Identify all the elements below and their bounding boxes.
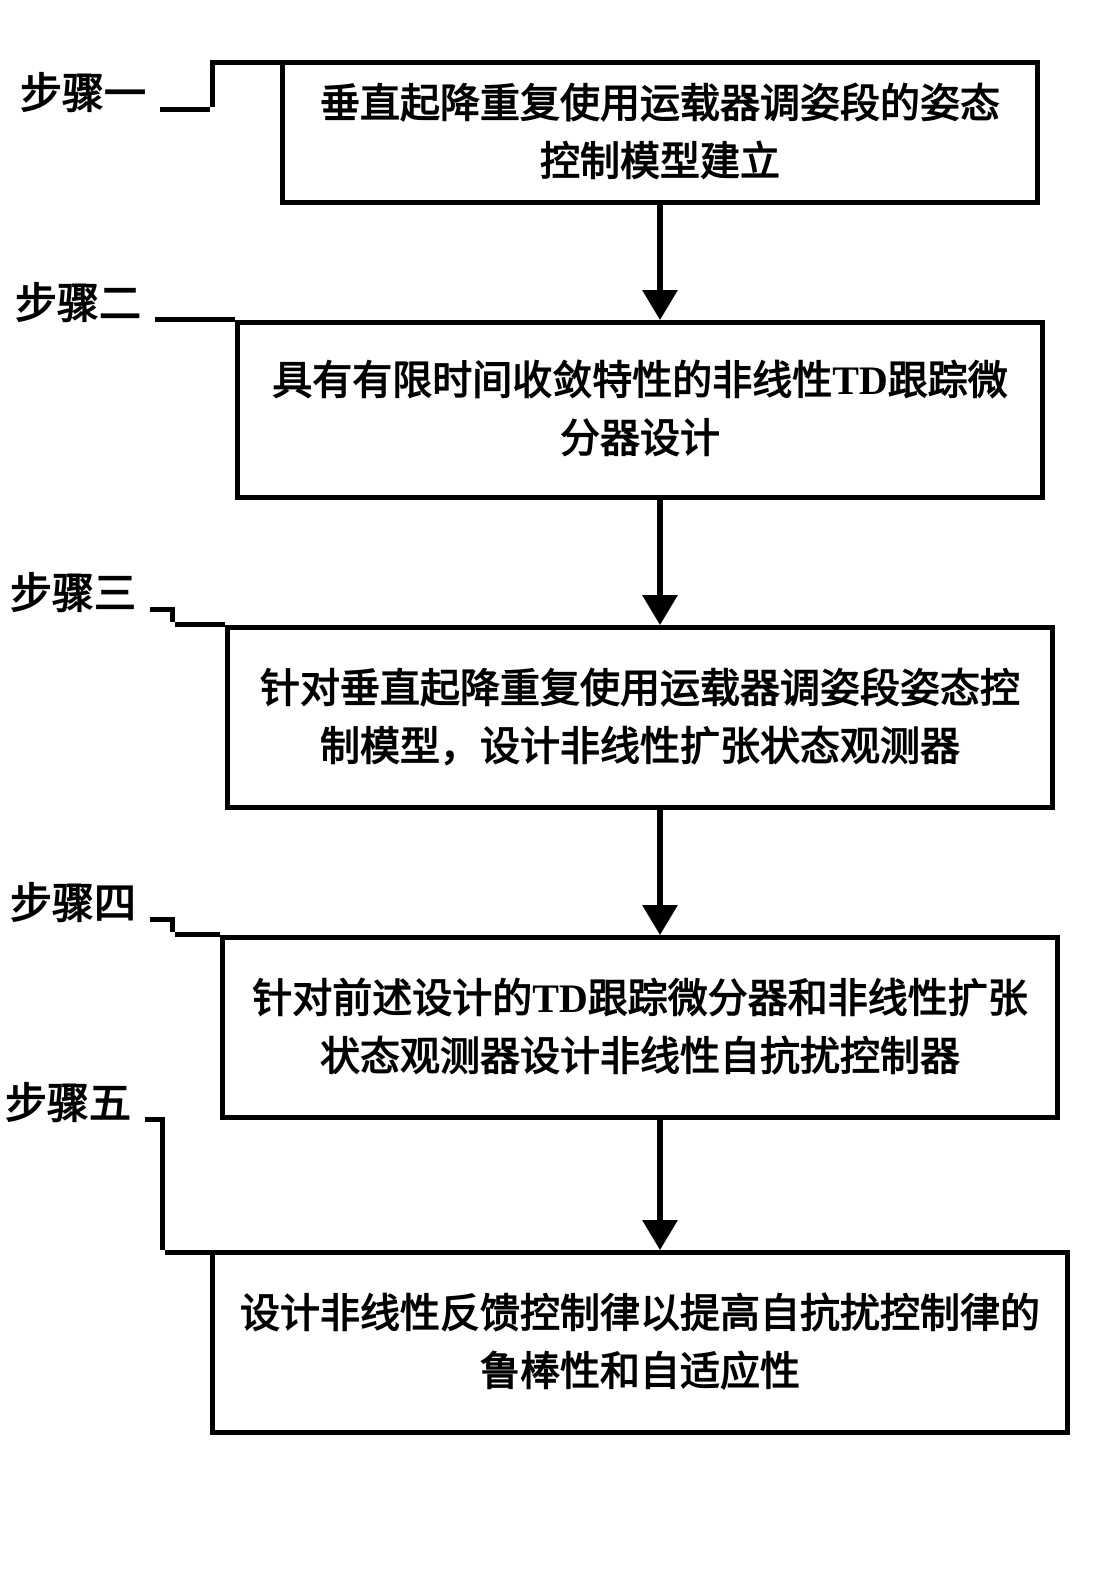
callout-seg2-3 bbox=[175, 622, 225, 627]
step-text-5: 设计非线性反馈控制律以提高自抗扰控制律的鲁棒性和自适应性 bbox=[235, 1285, 1045, 1401]
arrow-head-3 bbox=[642, 905, 678, 935]
callout-seg2-1 bbox=[210, 60, 280, 65]
step-text-3: 针对垂直起降重复使用运载器调姿段姿态控制模型，设计非线性扩张状态观测器 bbox=[250, 660, 1030, 776]
callout-seg1-1 bbox=[160, 107, 210, 112]
callout-diag-4 bbox=[170, 917, 175, 932]
step-box-5: 设计非线性反馈控制律以提高自抗扰控制律的鲁棒性和自适应性 bbox=[210, 1250, 1070, 1435]
callout-diag-1 bbox=[210, 60, 215, 107]
step-text-1: 垂直起降重复使用运载器调姿段的姿态控制模型建立 bbox=[305, 75, 1015, 191]
step-text-4: 针对前述设计的TD跟踪微分器和非线性扩张状态观测器设计非线性自抗扰控制器 bbox=[245, 970, 1035, 1086]
step-label-3: 步骤三 bbox=[10, 560, 136, 621]
callout-seg2-5 bbox=[165, 1250, 210, 1255]
arrow-shaft-1 bbox=[657, 205, 663, 290]
step-label-5: 步骤五 bbox=[5, 1070, 131, 1131]
step-box-4: 针对前述设计的TD跟踪微分器和非线性扩张状态观测器设计非线性自抗扰控制器 bbox=[220, 935, 1060, 1120]
step-label-2: 步骤二 bbox=[15, 270, 141, 331]
callout-diag-5 bbox=[160, 1117, 165, 1250]
callout-seg2-4 bbox=[175, 932, 220, 937]
step-box-2: 具有有限时间收敛特性的非线性TD跟踪微分器设计 bbox=[235, 320, 1045, 500]
step-label-4: 步骤四 bbox=[10, 870, 136, 931]
arrow-shaft-3 bbox=[657, 810, 663, 905]
arrow-head-1 bbox=[642, 290, 678, 320]
callout-seg2-2 bbox=[185, 317, 235, 322]
step-text-2: 具有有限时间收敛特性的非线性TD跟踪微分器设计 bbox=[260, 352, 1020, 468]
callout-diag-3 bbox=[170, 607, 175, 622]
arrow-shaft-4 bbox=[657, 1120, 663, 1220]
step-label-1: 步骤一 bbox=[20, 60, 146, 121]
arrow-head-2 bbox=[642, 595, 678, 625]
callout-seg1-2 bbox=[155, 317, 185, 322]
step-box-1: 垂直起降重复使用运载器调姿段的姿态控制模型建立 bbox=[280, 60, 1040, 205]
arrow-head-4 bbox=[642, 1220, 678, 1250]
arrow-shaft-2 bbox=[657, 500, 663, 595]
step-box-3: 针对垂直起降重复使用运载器调姿段姿态控制模型，设计非线性扩张状态观测器 bbox=[225, 625, 1055, 810]
